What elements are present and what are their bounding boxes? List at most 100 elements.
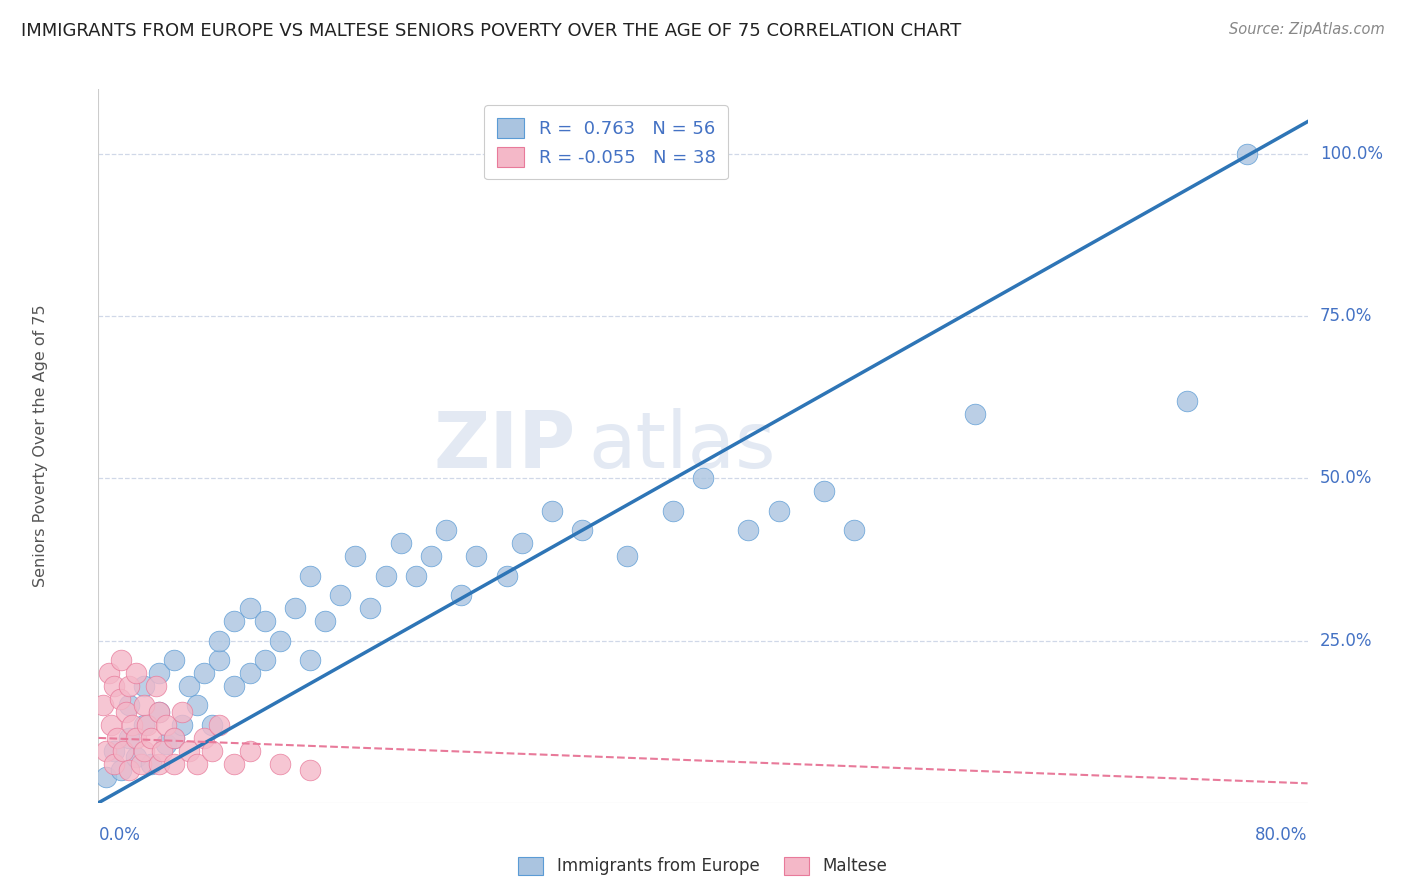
Legend: R =  0.763   N = 56, R = -0.055   N = 38: R = 0.763 N = 56, R = -0.055 N = 38 (485, 105, 728, 179)
Point (495, 568, 517, 582)
Point (141, 731, 163, 745)
Point (186, 756, 208, 771)
Point (201, 744, 224, 758)
Point (284, 601, 307, 615)
Point (100, 718, 122, 732)
Text: 0.0%: 0.0% (98, 825, 141, 844)
Point (132, 698, 155, 713)
Point (141, 756, 163, 771)
Point (239, 666, 262, 681)
Point (314, 614, 336, 628)
Point (110, 653, 132, 667)
Point (360, 601, 382, 615)
Point (121, 718, 143, 732)
Point (389, 536, 412, 550)
Point (186, 698, 208, 713)
Point (239, 744, 262, 758)
Text: 25.0%: 25.0% (1320, 632, 1372, 649)
Point (105, 731, 128, 745)
Text: 50.0%: 50.0% (1320, 469, 1372, 487)
Point (125, 750, 148, 764)
Point (94, 770, 117, 784)
Point (737, 524, 759, 538)
Point (108, 692, 131, 706)
Point (125, 666, 148, 681)
Point (103, 744, 125, 758)
Point (193, 666, 215, 681)
Point (170, 705, 193, 719)
Point (434, 524, 457, 538)
Text: atlas: atlas (588, 408, 776, 484)
Point (299, 653, 322, 667)
Point (148, 756, 170, 771)
Point (450, 588, 472, 602)
Point (374, 568, 396, 582)
Point (208, 718, 231, 732)
Point (163, 653, 186, 667)
Point (118, 731, 141, 745)
Point (132, 679, 155, 693)
Point (299, 764, 322, 778)
Point (571, 524, 593, 538)
Point (616, 549, 638, 564)
Text: IMMIGRANTS FROM EUROPE VS MALTESE SENIORS POVERTY OVER THE AGE OF 75 CORRELATION: IMMIGRANTS FROM EUROPE VS MALTESE SENIOR… (21, 22, 962, 40)
Point (299, 568, 322, 582)
Point (510, 536, 533, 550)
Point (135, 718, 157, 732)
Text: 80.0%: 80.0% (1256, 825, 1308, 844)
Point (170, 718, 193, 732)
Point (1236, 147, 1258, 161)
Point (208, 633, 231, 648)
Text: Source: ZipAtlas.com: Source: ZipAtlas.com (1229, 22, 1385, 37)
Point (269, 756, 291, 771)
Text: ZIP: ZIP (434, 408, 576, 484)
Point (150, 744, 173, 758)
Point (118, 698, 141, 713)
Point (163, 731, 186, 745)
Point (125, 731, 148, 745)
Point (155, 738, 177, 752)
Point (253, 614, 276, 628)
Point (344, 549, 367, 564)
Point (540, 504, 562, 518)
Point (145, 679, 167, 693)
Point (201, 718, 224, 732)
Point (118, 764, 141, 778)
Point (965, 407, 987, 421)
Point (163, 731, 186, 745)
Point (224, 679, 246, 693)
Point (155, 718, 177, 732)
Point (224, 614, 246, 628)
Point (91, 698, 114, 713)
Point (208, 653, 231, 667)
Point (405, 568, 427, 582)
Text: 75.0%: 75.0% (1320, 307, 1372, 326)
Point (269, 633, 291, 648)
Point (163, 756, 186, 771)
Point (103, 756, 125, 771)
Point (132, 718, 155, 732)
Point (844, 524, 866, 538)
Point (148, 705, 170, 719)
Point (129, 756, 152, 771)
Point (177, 744, 201, 758)
Point (768, 504, 790, 518)
Point (329, 588, 352, 602)
Point (111, 744, 134, 758)
Point (1175, 393, 1198, 408)
Point (98, 666, 121, 681)
Point (110, 764, 132, 778)
Point (148, 666, 170, 681)
Point (465, 549, 488, 564)
Point (94, 744, 117, 758)
Point (148, 705, 170, 719)
Point (103, 679, 125, 693)
Point (692, 471, 714, 485)
Point (114, 705, 136, 719)
Text: 100.0%: 100.0% (1320, 145, 1382, 163)
Point (419, 549, 441, 564)
Point (239, 601, 262, 615)
Point (253, 653, 276, 667)
Point (177, 679, 201, 693)
Legend: Immigrants from Europe, Maltese: Immigrants from Europe, Maltese (512, 850, 894, 882)
